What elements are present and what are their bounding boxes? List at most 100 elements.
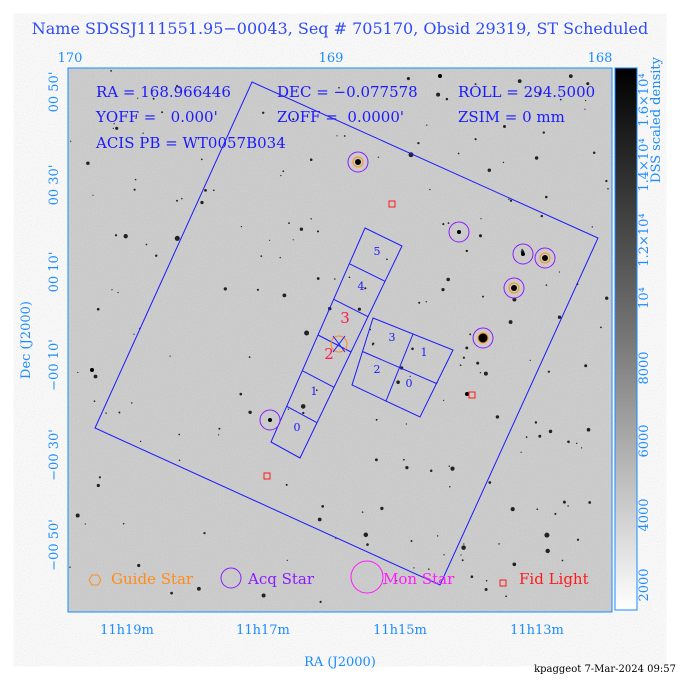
star — [508, 198, 510, 200]
star — [123, 234, 128, 239]
top-tick: 168 — [588, 51, 613, 66]
star — [478, 234, 483, 238]
star — [364, 287, 367, 290]
star — [122, 522, 125, 525]
star — [575, 442, 578, 445]
star — [133, 188, 136, 191]
star — [334, 278, 336, 280]
top-tick: 170 — [58, 51, 83, 66]
star — [576, 538, 580, 541]
star — [377, 156, 380, 158]
info-ra: RA = 168.966446 — [96, 83, 231, 101]
left-tick: −00 10' — [47, 339, 62, 391]
star — [442, 223, 445, 226]
star — [584, 108, 586, 110]
star — [417, 141, 420, 145]
star — [470, 575, 474, 579]
star — [525, 436, 528, 438]
star — [96, 483, 100, 488]
legend-item: Mon Star — [383, 570, 455, 588]
star — [196, 586, 201, 591]
star — [484, 588, 488, 591]
star — [542, 255, 548, 261]
star — [542, 131, 545, 134]
star — [98, 476, 102, 479]
star — [86, 161, 90, 166]
star — [396, 580, 398, 582]
chip-divider — [349, 263, 386, 282]
star — [176, 199, 178, 202]
star — [248, 356, 251, 358]
left-tick: −00 50' — [47, 519, 62, 571]
star — [479, 372, 482, 374]
x-label: RA (J2000) — [304, 655, 376, 670]
star — [547, 371, 550, 373]
chip-label: 3 — [340, 309, 350, 327]
acis-s — [270, 227, 403, 459]
star — [502, 124, 507, 129]
sky-noise — [68, 68, 612, 612]
star — [548, 429, 553, 434]
star — [588, 501, 592, 504]
star — [446, 277, 450, 282]
acq-star — [512, 243, 534, 265]
star — [459, 364, 462, 367]
star — [114, 234, 118, 237]
star — [218, 434, 220, 436]
star — [413, 567, 415, 569]
bottom-tick: 11h19m — [100, 623, 154, 638]
star — [517, 79, 522, 84]
acq-stars — [259, 151, 556, 431]
star — [240, 225, 243, 228]
star — [428, 568, 430, 570]
star — [554, 512, 557, 515]
star — [586, 82, 590, 86]
star — [457, 230, 461, 234]
star — [317, 517, 322, 522]
info-acis: ACIS PB = WT0057B034 — [95, 134, 286, 152]
star — [117, 291, 119, 294]
colorbar-label: DSS scaled density — [649, 56, 664, 183]
chip-divider — [333, 298, 369, 318]
star — [319, 600, 322, 603]
star — [449, 485, 451, 488]
star — [178, 459, 181, 462]
bottom-tick: 11h15m — [373, 623, 427, 638]
star — [545, 195, 548, 199]
star — [110, 70, 112, 72]
star — [239, 392, 243, 396]
star — [443, 554, 445, 556]
star — [366, 543, 369, 546]
chip-label: 2 — [374, 363, 381, 376]
star — [540, 214, 543, 218]
star — [304, 330, 310, 336]
star — [498, 543, 500, 545]
star — [383, 582, 385, 585]
star — [279, 256, 281, 259]
legend-guide-icon — [88, 574, 102, 586]
guide-star — [352, 156, 364, 168]
star — [478, 333, 488, 343]
star — [465, 249, 469, 253]
y-label: Dec (J2000) — [19, 301, 34, 379]
star — [461, 545, 466, 550]
star — [285, 483, 288, 486]
bottom-tick: 11h17m — [236, 623, 290, 638]
legend-acq-icon — [220, 567, 242, 589]
star — [256, 288, 259, 291]
acq-star — [448, 221, 470, 243]
acq-star — [472, 327, 494, 349]
star — [544, 532, 550, 538]
acis-i — [351, 317, 454, 418]
star — [441, 287, 445, 292]
star — [521, 248, 523, 251]
star — [561, 559, 564, 562]
star — [84, 523, 86, 525]
star — [396, 380, 400, 384]
guide-star — [539, 252, 551, 264]
star — [155, 254, 158, 257]
acq-star — [534, 247, 556, 269]
star — [584, 99, 587, 102]
chip-divider — [362, 351, 437, 384]
star — [105, 412, 107, 414]
